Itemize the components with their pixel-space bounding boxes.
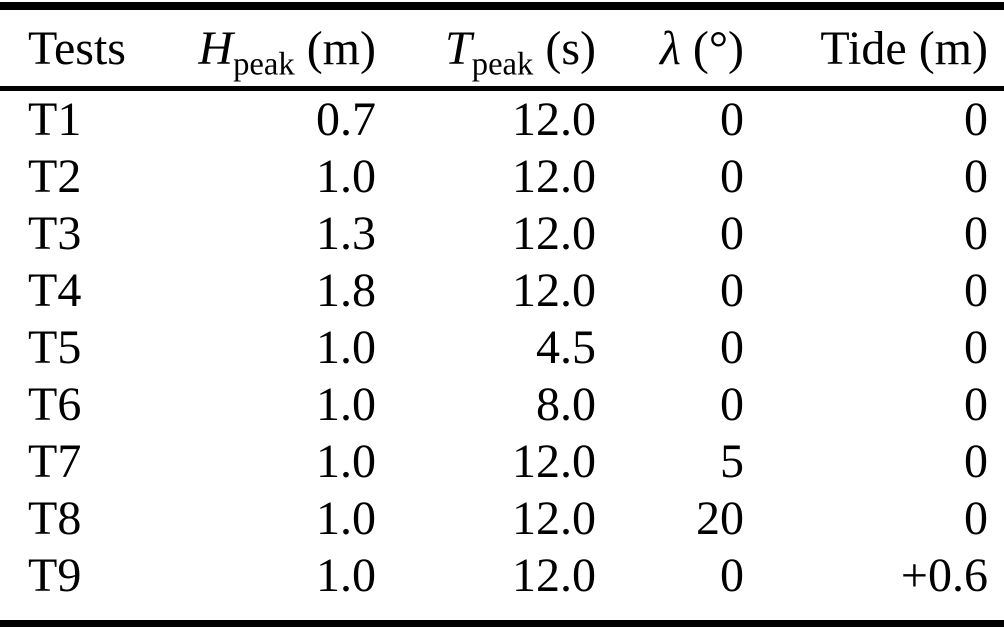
- cell-tpeak: 12.0: [512, 264, 596, 317]
- cell-test-id: T1: [28, 93, 82, 146]
- cell-hpeak: 1.0: [316, 321, 376, 374]
- cell-lambda: 0: [720, 549, 744, 602]
- cell-tide: 0: [964, 93, 988, 146]
- col-header-tests: Tests: [0, 6, 170, 91]
- cell-hpeak: 1.0: [316, 150, 376, 203]
- table-row: T5 1.0 4.5 0 0: [0, 319, 1004, 376]
- cell-lambda: 0: [720, 150, 744, 203]
- cell-hpeak: 1.3: [316, 207, 376, 260]
- cell-test-id: T6: [28, 378, 82, 431]
- col-header-lambda: λ (°): [600, 6, 748, 91]
- cell-test-id: T5: [28, 321, 82, 374]
- cell-tide: 0: [964, 264, 988, 317]
- cell-tpeak: 12.0: [512, 435, 596, 488]
- header-subscript: peak: [233, 46, 295, 83]
- header-label: Tests: [28, 21, 126, 75]
- cell-lambda: 5: [720, 435, 744, 488]
- header-symbol: H: [198, 21, 234, 75]
- cell-tide: 0: [964, 321, 988, 374]
- header-symbol: λ: [660, 21, 681, 75]
- cell-test-id: T8: [28, 492, 82, 545]
- table-row: T2 1.0 12.0 0 0: [0, 148, 1004, 205]
- cell-tide: 0: [964, 207, 988, 260]
- cell-tide: 0: [964, 150, 988, 203]
- cell-hpeak: 1.0: [316, 549, 376, 602]
- cell-tpeak: 4.5: [536, 321, 596, 374]
- table-row: T7 1.0 12.0 5 0: [0, 433, 1004, 490]
- cell-lambda: 20: [696, 492, 744, 545]
- cell-tide: 0: [964, 378, 988, 431]
- col-header-hpeak: Hpeak (m): [170, 6, 380, 91]
- cell-test-id: T4: [28, 264, 82, 317]
- cell-lambda: 0: [720, 93, 744, 146]
- cell-lambda: 0: [720, 264, 744, 317]
- cell-test-id: T7: [28, 435, 82, 488]
- table-row: T3 1.3 12.0 0 0: [0, 205, 1004, 262]
- header-symbol: T: [445, 21, 472, 75]
- cell-tpeak: 8.0: [536, 378, 596, 431]
- cell-tide: 0: [964, 492, 988, 545]
- cell-hpeak: 1.0: [316, 492, 376, 545]
- cell-hpeak: 1.0: [316, 378, 376, 431]
- header-unit: (°): [692, 21, 744, 75]
- cell-tpeak: 12.0: [512, 207, 596, 260]
- header-unit: (m): [306, 21, 376, 75]
- col-header-tpeak: Tpeak (s): [380, 6, 600, 91]
- cell-tpeak: 12.0: [512, 150, 596, 203]
- col-header-tide: Tide (m): [748, 6, 1004, 91]
- table-row: T6 1.0 8.0 0 0: [0, 376, 1004, 433]
- header-unit: (s): [545, 21, 596, 75]
- cell-test-id: T2: [28, 150, 82, 203]
- cell-hpeak: 1.8: [316, 264, 376, 317]
- cell-hpeak: 0.7: [316, 93, 376, 146]
- cell-tide: 0: [964, 435, 988, 488]
- table-row: T4 1.8 12.0 0 0: [0, 262, 1004, 319]
- table-row: T8 1.0 12.0 20 0: [0, 490, 1004, 547]
- cell-lambda: 0: [720, 321, 744, 374]
- cell-tpeak: 12.0: [512, 93, 596, 146]
- cell-hpeak: 1.0: [316, 435, 376, 488]
- header-unit: (m): [918, 21, 988, 75]
- header-label: Tide: [820, 21, 907, 75]
- cell-tpeak: 12.0: [512, 549, 596, 602]
- table-row: T9 1.0 12.0 0 +0.6: [0, 547, 1004, 624]
- cell-lambda: 0: [720, 378, 744, 431]
- cell-lambda: 0: [720, 207, 744, 260]
- header-subscript: peak: [471, 46, 534, 83]
- cell-test-id: T9: [28, 549, 82, 602]
- cell-test-id: T3: [28, 207, 82, 260]
- cell-tide: +0.6: [900, 549, 988, 602]
- header-row: Tests Hpeak (m) Tpeak (s) λ (°) Tide (m): [0, 6, 1004, 91]
- cell-tpeak: 12.0: [512, 492, 596, 545]
- table-row: T1 0.7 12.0 0 0: [0, 89, 1004, 149]
